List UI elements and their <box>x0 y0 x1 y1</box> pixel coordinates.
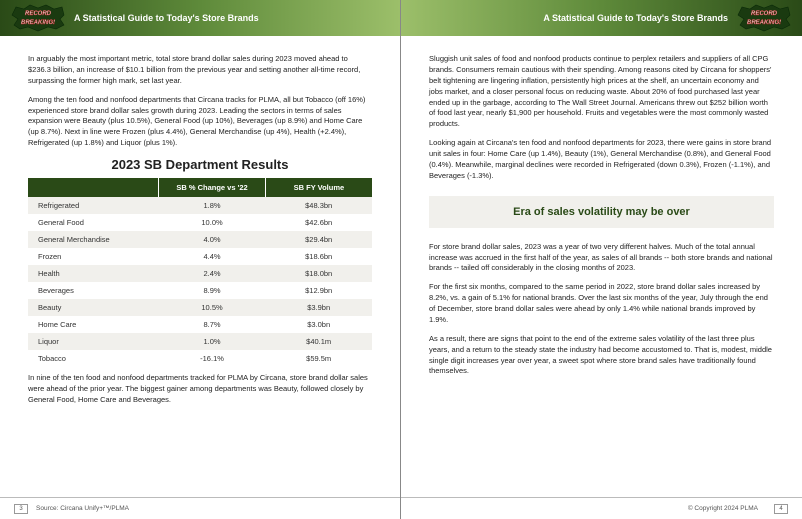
cell-vol: $29.4bn <box>265 231 372 248</box>
cell-chg: 1.8% <box>159 197 266 214</box>
table-row: General Food10.0%$42.6bn <box>28 214 372 231</box>
logo-text-top: RECORD <box>25 11 52 17</box>
right-para-3: For store brand dollar sales, 2023 was a… <box>429 242 774 275</box>
cell-chg: -16.1% <box>159 350 266 367</box>
table-row: Liquor1.0%$40.1m <box>28 333 372 350</box>
table-row: General Merchandise4.0%$29.4bn <box>28 231 372 248</box>
table-title: 2023 SB Department Results <box>28 157 372 172</box>
cell-vol: $42.6bn <box>265 214 372 231</box>
header-title-right: A Statistical Guide to Today's Store Bra… <box>543 13 728 23</box>
cell-chg: 8.9% <box>159 282 266 299</box>
cell-dept: Tobacco <box>28 350 159 367</box>
table-row: Beauty10.5%$3.9bn <box>28 299 372 316</box>
right-header: A Statistical Guide to Today's Store Bra… <box>401 0 802 36</box>
cell-dept: Frozen <box>28 248 159 265</box>
table-row: Refrigerated1.8%$48.3bn <box>28 197 372 214</box>
logo-text-bottom: BREAKING! <box>747 20 781 26</box>
logo-icon: RECORD BREAKING! <box>10 3 66 33</box>
right-page: A Statistical Guide to Today's Store Bra… <box>401 0 802 519</box>
cell-vol: $12.9bn <box>265 282 372 299</box>
page-spread: RECORD BREAKING! A Statistical Guide to … <box>0 0 802 519</box>
table-row: Tobacco-16.1%$59.5m <box>28 350 372 367</box>
left-footer: 3 Source: Circana Unify+™/PLMA <box>0 497 400 519</box>
right-footer-copyright: © Copyright 2024 PLMA <box>688 505 758 512</box>
record-breaking-logo: RECORD BREAKING! <box>10 3 66 33</box>
cell-chg: 4.0% <box>159 231 266 248</box>
cell-dept: Health <box>28 265 159 282</box>
cell-dept: Beauty <box>28 299 159 316</box>
header-title-left: A Statistical Guide to Today's Store Bra… <box>74 13 259 23</box>
logo-icon: RECORD BREAKING! <box>736 3 792 33</box>
cell-dept: Liquor <box>28 333 159 350</box>
cell-vol: $3.9bn <box>265 299 372 316</box>
cell-vol: $48.3bn <box>265 197 372 214</box>
logo-text-top: RECORD <box>751 11 778 17</box>
left-page: RECORD BREAKING! A Statistical Guide to … <box>0 0 401 519</box>
col-header-volume: SB FY Volume <box>265 178 372 197</box>
cell-dept: General Food <box>28 214 159 231</box>
cell-dept: Refrigerated <box>28 197 159 214</box>
cell-dept: Beverages <box>28 282 159 299</box>
cell-chg: 1.0% <box>159 333 266 350</box>
record-breaking-logo: RECORD BREAKING! <box>736 3 792 33</box>
table-row: Health2.4%$18.0bn <box>28 265 372 282</box>
right-para-5: As a result, there are signs that point … <box>429 334 774 378</box>
cell-vol: $18.6bn <box>265 248 372 265</box>
left-page-number: 3 <box>14 504 28 514</box>
section-banner: Era of sales volatility may be over <box>429 196 774 228</box>
left-footer-source: Source: Circana Unify+™/PLMA <box>36 505 129 512</box>
table-row: Frozen4.4%$18.6bn <box>28 248 372 265</box>
cell-vol: $40.1m <box>265 333 372 350</box>
left-body: In arguably the most important metric, t… <box>0 36 400 497</box>
table-body: Refrigerated1.8%$48.3bn General Food10.0… <box>28 197 372 367</box>
col-header-change: SB % Change vs '22 <box>159 178 266 197</box>
cell-chg: 10.5% <box>159 299 266 316</box>
department-results-table: SB % Change vs '22 SB FY Volume Refriger… <box>28 178 372 367</box>
right-para-1: Sluggish unit sales of food and nonfood … <box>429 54 774 130</box>
right-para-2: Looking again at Circana's ten food and … <box>429 138 774 182</box>
cell-chg: 2.4% <box>159 265 266 282</box>
cell-chg: 10.0% <box>159 214 266 231</box>
left-para-2: Among the ten food and nonfood departmen… <box>28 95 372 149</box>
table-header-row: SB % Change vs '22 SB FY Volume <box>28 178 372 197</box>
table-footnote: In nine of the ten food and nonfood depa… <box>28 373 372 406</box>
table-row: Home Care8.7%$3.0bn <box>28 316 372 333</box>
cell-chg: 4.4% <box>159 248 266 265</box>
right-footer: © Copyright 2024 PLMA 4 <box>401 497 802 519</box>
logo-text-bottom: BREAKING! <box>21 20 55 26</box>
banner-title: Era of sales volatility may be over <box>435 206 768 218</box>
cell-dept: Home Care <box>28 316 159 333</box>
table-row: Beverages8.9%$12.9bn <box>28 282 372 299</box>
cell-dept: General Merchandise <box>28 231 159 248</box>
cell-vol: $3.0bn <box>265 316 372 333</box>
col-header-dept <box>28 178 159 197</box>
cell-chg: 8.7% <box>159 316 266 333</box>
left-para-1: In arguably the most important metric, t… <box>28 54 372 87</box>
right-page-number: 4 <box>774 504 788 514</box>
cell-vol: $59.5m <box>265 350 372 367</box>
cell-vol: $18.0bn <box>265 265 372 282</box>
right-para-4: For the first six months, compared to th… <box>429 282 774 326</box>
right-body: Sluggish unit sales of food and nonfood … <box>401 36 802 497</box>
left-header: RECORD BREAKING! A Statistical Guide to … <box>0 0 400 36</box>
